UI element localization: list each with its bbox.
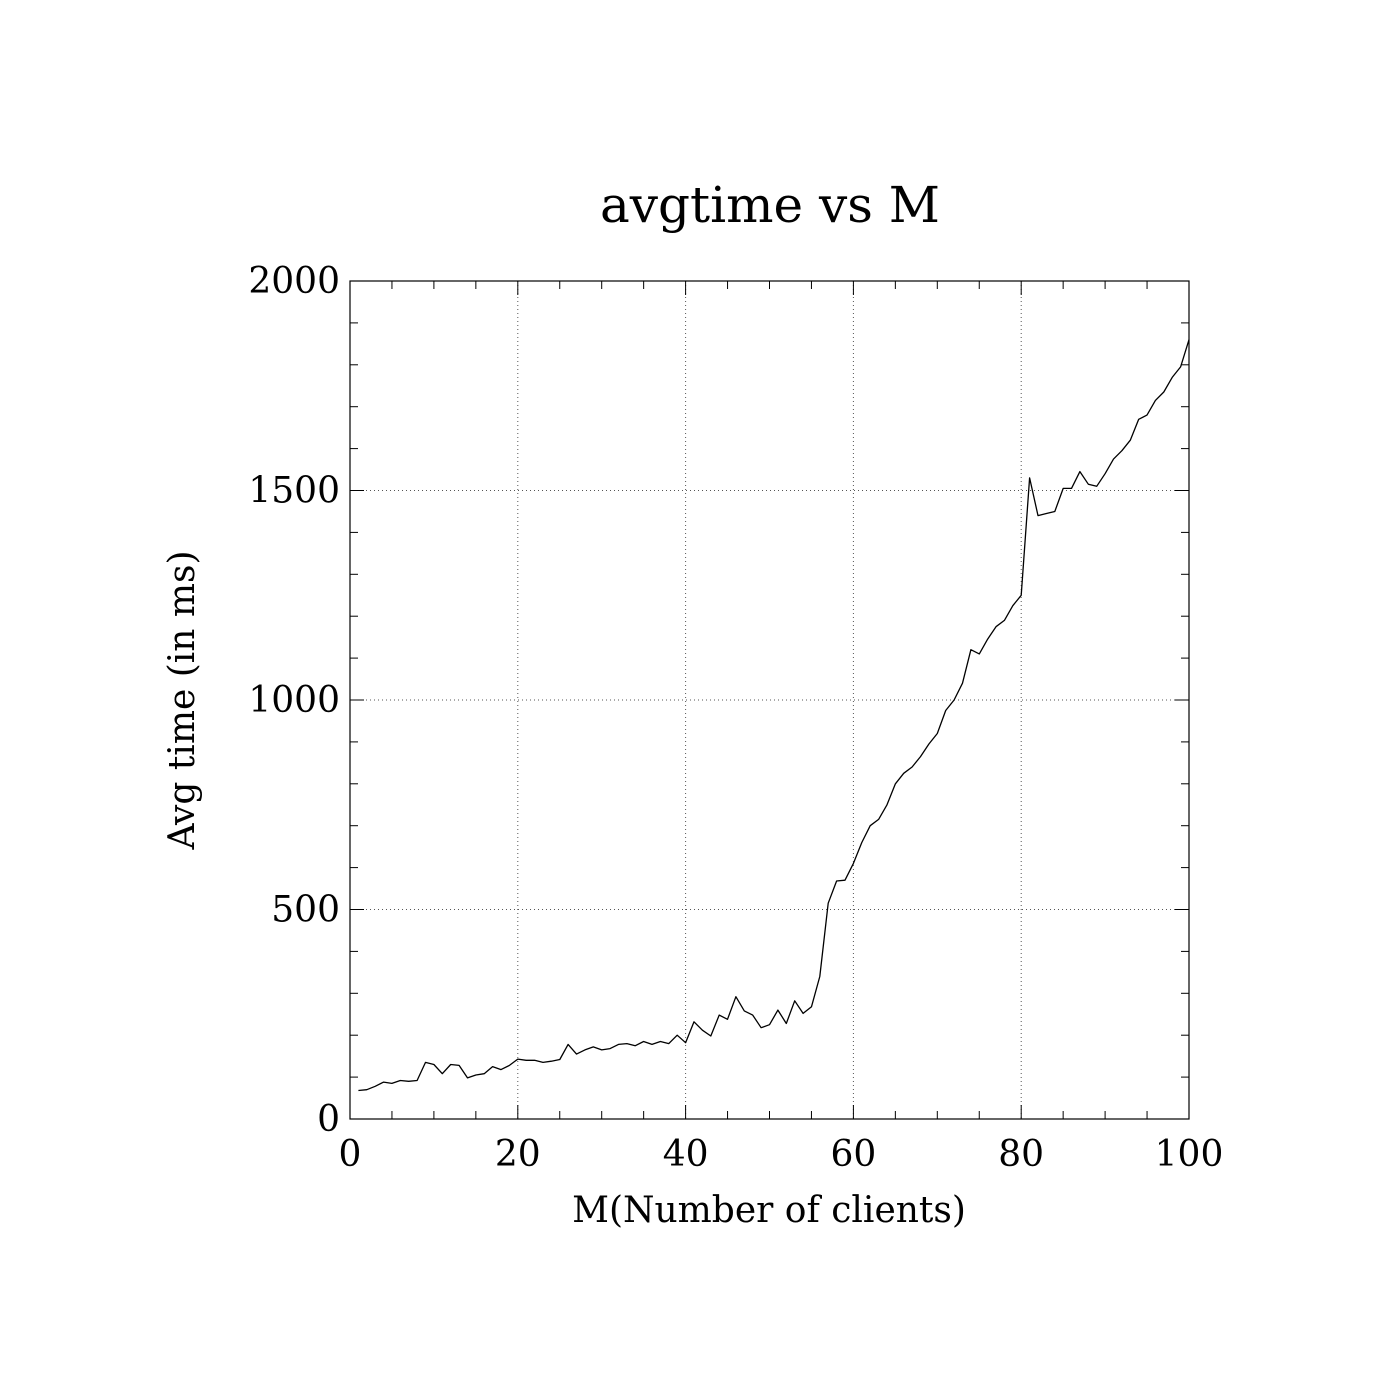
y-tick-label: 1500 (248, 471, 340, 512)
x-tick-label: 60 (830, 1134, 876, 1175)
chart-title: avgtime vs M (600, 176, 940, 234)
plot-frame (349, 280, 1190, 1120)
y-tick-label: 500 (271, 890, 340, 931)
y-tick-label: 0 (317, 1099, 340, 1140)
x-tick-label: 100 (1155, 1134, 1224, 1175)
x-axis-label: M(Number of clients) (572, 1190, 966, 1231)
series-line (358, 339, 1190, 1092)
y-axis-label: Avg time (in ms) (162, 550, 203, 850)
grid-lines (350, 281, 1189, 1119)
axis-ticks (349, 280, 1190, 1120)
y-tick-label: 2000 (248, 261, 340, 302)
y-tick-labels: 0 500 1000 1500 2000 (248, 261, 340, 1140)
x-tick-label: 20 (495, 1134, 541, 1175)
x-tick-labels: 0 20 40 60 80 100 (339, 1134, 1224, 1175)
x-tick-label: 0 (339, 1134, 362, 1175)
x-tick-label: 40 (663, 1134, 709, 1175)
y-tick-label: 1000 (248, 680, 340, 721)
data-series (358, 339, 1190, 1092)
x-tick-label: 80 (998, 1134, 1044, 1175)
